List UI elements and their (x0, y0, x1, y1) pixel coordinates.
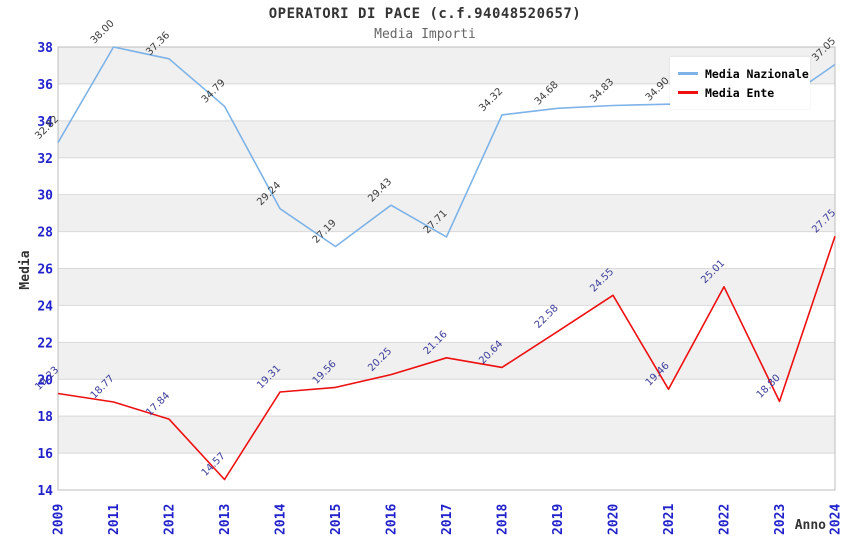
legend-item-1: Media Ente (678, 84, 806, 101)
grid-band (58, 342, 835, 380)
x-tick-label: 2013 (218, 504, 233, 535)
x-tick-label: 2014 (274, 504, 289, 535)
legend-label: Media Ente (705, 85, 775, 100)
x-tick-label: 2018 (496, 504, 511, 535)
x-tick-label: 2016 (385, 504, 400, 535)
x-tick-label: 2024 (829, 504, 844, 535)
y-tick-label: 18 (37, 410, 53, 425)
grid-band (58, 157, 835, 195)
y-tick-label: 26 (37, 263, 53, 278)
y-tick-label: 28 (37, 226, 53, 241)
grid-band (58, 379, 835, 417)
y-tick-label: 16 (37, 447, 53, 462)
grid-band (58, 453, 835, 490)
y-tick-label: 38 (37, 41, 53, 56)
x-tick-label: 2009 (52, 504, 67, 535)
plot-border (57, 46, 836, 491)
y-tick-label: 36 (37, 78, 53, 93)
grid-band (58, 268, 835, 306)
y-tick-label: 22 (37, 336, 53, 351)
x-tick-label: 2022 (718, 504, 733, 535)
grid-band (58, 120, 835, 158)
y-tick-label: 14 (37, 484, 53, 499)
grid-band (58, 416, 835, 454)
series-line-1 (57, 235, 836, 481)
chart-title: OPERATORI DI PACE (c.f.94048520657) (268, 6, 582, 22)
grid-band (58, 305, 835, 343)
x-tick-label: 2021 (662, 504, 677, 535)
y-tick-label: 24 (37, 299, 53, 314)
y-tick-label: 20 (37, 373, 53, 388)
grid-band (58, 194, 835, 232)
legend-swatch (678, 91, 698, 94)
data-label: 38.00 (89, 18, 117, 46)
y-tick-label: 30 (37, 189, 53, 204)
y-tick-label: 32 (37, 152, 53, 167)
x-tick-label: 2011 (107, 504, 122, 535)
grid-band (58, 231, 835, 269)
y-axis-title: Media (18, 250, 33, 289)
y-tick-label: 34 (37, 115, 53, 130)
x-tick-label: 2020 (607, 504, 622, 535)
x-tick-label: 2023 (773, 504, 788, 535)
legend-label: Media Nazionale (705, 66, 809, 81)
x-axis-title: Anno (795, 518, 826, 533)
legend: Media Nazionale Media Ente (670, 57, 810, 109)
chart-subtitle: Media Importi (374, 27, 476, 42)
legend-item-0: Media Nazionale (678, 65, 809, 82)
legend-swatch (678, 72, 698, 75)
x-tick-label: 2012 (163, 504, 178, 535)
x-tick-label: 2017 (440, 504, 455, 535)
x-tick-label: 2019 (551, 504, 566, 535)
x-tick-label: 2015 (329, 504, 344, 535)
